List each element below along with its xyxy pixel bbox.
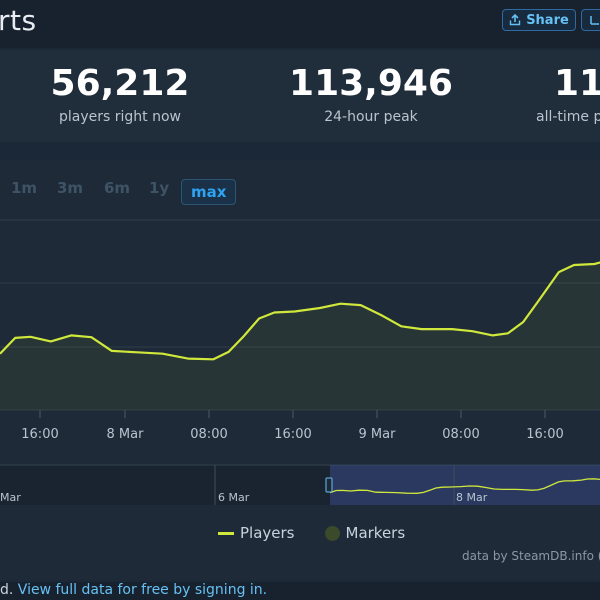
x-tick-label: 16:00 — [274, 427, 311, 442]
current-players-stat: 56,212 players right now — [35, 63, 205, 126]
legend-markers[interactable]: Markers — [345, 524, 406, 542]
share-button[interactable]: Share — [502, 9, 576, 31]
players-legend-swatch — [218, 531, 234, 535]
navigator-selection — [330, 465, 600, 505]
stat-label: all-time pe — [536, 109, 600, 125]
players-area — [0, 262, 600, 410]
x-tick-label: 08:00 — [442, 427, 479, 442]
stat-label: players right now — [59, 109, 181, 125]
markers-legend-swatch — [324, 525, 340, 541]
share-label: Share — [526, 12, 569, 28]
secondary-toolbar-button[interactable] — [581, 9, 600, 31]
x-tick-label: 16:00 — [526, 427, 563, 442]
data-credit: data by SteamDB.info (po — [462, 549, 600, 563]
stats-panel: 56,212 players right now 113,946 24-hour… — [0, 50, 600, 142]
peak-24h-stat: 113,946 24-hour peak — [286, 63, 456, 126]
all-time-peak-stat: 113 all-time pe — [536, 63, 600, 126]
range-button-6m[interactable]: 6m — [104, 179, 131, 197]
chart-plot[interactable]: 16:00 8 Mar 08:00 16:00 9 Mar 08:00 16:00 Mar 6 … — [0, 160, 600, 580]
range-button-3m[interactable]: 3m — [57, 179, 84, 197]
navigator-label: 6 Mar — [218, 491, 250, 504]
legend-players[interactable]: Players — [240, 524, 295, 542]
navigator-label: Mar — [0, 491, 21, 504]
range-button-1y[interactable]: 1y — [149, 179, 170, 197]
footer-prefix: d. — [0, 582, 14, 598]
stat-value: 113,946 — [289, 63, 453, 104]
players-series-line — [0, 261, 600, 361]
x-tick-label: 8 Mar — [107, 427, 145, 442]
x-tick-label: 16:00 — [21, 427, 58, 442]
range-button-max[interactable]: max — [181, 179, 237, 205]
chart-legend: Players Markers — [218, 524, 405, 542]
share-icon — [509, 14, 521, 26]
player-chart-card: 1m 3m 6m 1y max 16:00 8 Mar 08:00 16:00 9 Ma… — [0, 160, 600, 580]
top-bar: rts Share — [0, 0, 600, 48]
x-tick-label: 9 Mar — [359, 427, 397, 442]
navigator-handle[interactable] — [325, 477, 333, 493]
stat-label: 24-hour peak — [324, 109, 418, 125]
navigator-label: 8 Mar — [456, 491, 488, 504]
stat-value: 56,212 — [50, 63, 190, 104]
list-icon — [590, 16, 599, 25]
x-tick-label: 08:00 — [190, 427, 227, 442]
range-button-1m[interactable]: 1m — [11, 179, 38, 197]
view-full-data-link[interactable]: View full data for free by signing in. — [17, 582, 268, 598]
stat-value: 113 — [554, 63, 600, 104]
navigator-series-line — [329, 478, 600, 494]
page-title: rts — [0, 4, 37, 37]
footer-notice: d. View full data for free by signing in… — [0, 582, 600, 600]
